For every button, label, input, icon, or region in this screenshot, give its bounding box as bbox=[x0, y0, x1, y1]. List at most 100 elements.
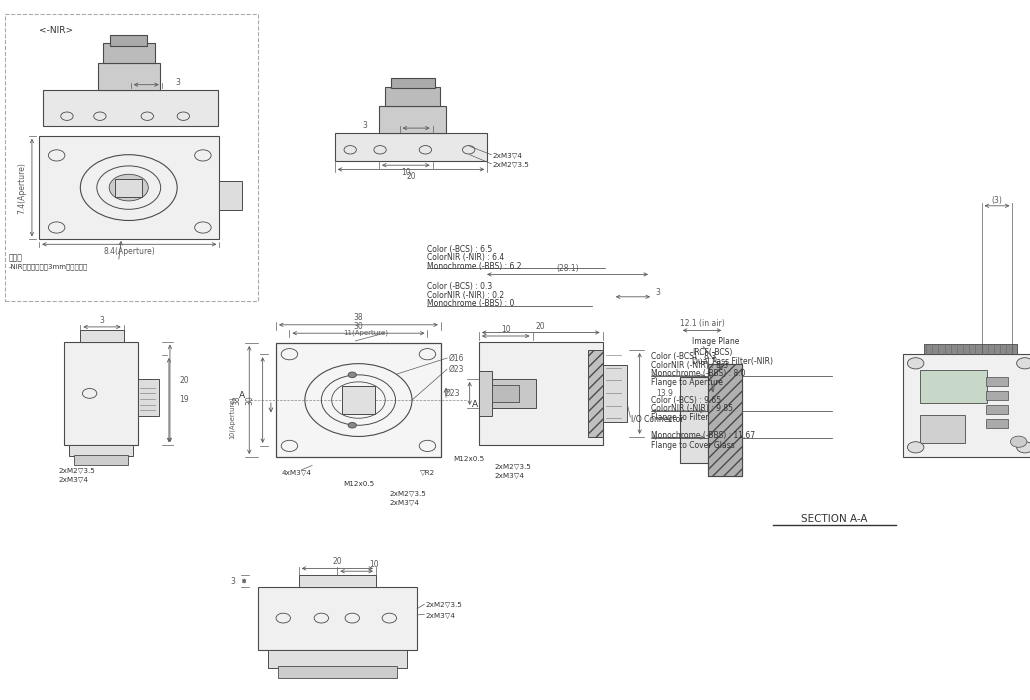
Text: 2xM3▽4: 2xM3▽4 bbox=[494, 473, 524, 478]
Text: Ø16: Ø16 bbox=[449, 354, 465, 363]
Bar bbox=[986, 377, 1008, 386]
Text: 38: 38 bbox=[353, 314, 364, 322]
Bar bbox=[335, 133, 487, 161]
Text: <-NIR>: <-NIR> bbox=[39, 26, 73, 34]
Bar bbox=[708, 364, 742, 476]
Bar bbox=[588, 350, 603, 437]
Text: Flange to Aperture: Flange to Aperture bbox=[651, 379, 723, 387]
Text: 19: 19 bbox=[179, 395, 188, 404]
Text: ColorNIR (-NIR) : 9.85: ColorNIR (-NIR) : 9.85 bbox=[651, 405, 733, 413]
Text: 7.4(Aperture): 7.4(Aperture) bbox=[18, 162, 26, 214]
Text: Dual Pass Filter(-NIR): Dual Pass Filter(-NIR) bbox=[692, 358, 774, 366]
Text: ColorNIR (-NIR) : 0.2: ColorNIR (-NIR) : 0.2 bbox=[427, 291, 505, 300]
Text: 2xM2▽3.5: 2xM2▽3.5 bbox=[59, 468, 96, 473]
Circle shape bbox=[1010, 436, 1027, 447]
Text: 20: 20 bbox=[179, 377, 188, 386]
Text: 3: 3 bbox=[655, 288, 660, 297]
Bar bbox=[680, 377, 708, 463]
Bar bbox=[80, 330, 124, 342]
Text: Ø23: Ø23 bbox=[444, 389, 460, 398]
Text: Color (-BCS) : 8.3: Color (-BCS) : 8.3 bbox=[651, 353, 716, 361]
Text: Monochrome (-BBS) : 6.2: Monochrome (-BBS) : 6.2 bbox=[427, 262, 522, 270]
Bar bbox=[219, 181, 242, 210]
Text: (28.1): (28.1) bbox=[556, 264, 579, 272]
Text: Flange to Cover Glass: Flange to Cover Glass bbox=[651, 442, 734, 450]
Text: 20: 20 bbox=[536, 322, 546, 330]
Bar bbox=[43, 90, 218, 126]
Bar bbox=[299, 575, 376, 587]
Text: 20: 20 bbox=[406, 172, 416, 181]
Text: SECTION A-A: SECTION A-A bbox=[801, 514, 867, 524]
Text: Monochrome (-BBS) : 11.67: Monochrome (-BBS) : 11.67 bbox=[651, 431, 755, 440]
Bar bbox=[268, 650, 407, 668]
Bar bbox=[391, 78, 435, 88]
Bar bbox=[986, 405, 1008, 414]
Bar bbox=[64, 342, 138, 445]
Text: Color (-BCS) : 9.65: Color (-BCS) : 9.65 bbox=[651, 396, 721, 405]
Text: ColorNIR (-NIR) : 6.4: ColorNIR (-NIR) : 6.4 bbox=[427, 253, 505, 262]
Circle shape bbox=[348, 372, 356, 378]
Text: 30: 30 bbox=[353, 323, 364, 331]
Text: A: A bbox=[239, 391, 245, 400]
Text: Monochrome (-BBS) : 8.0: Monochrome (-BBS) : 8.0 bbox=[651, 370, 746, 378]
Text: 2xM2▽3.5: 2xM2▽3.5 bbox=[492, 162, 529, 167]
Bar bbox=[379, 106, 446, 133]
Bar bbox=[278, 666, 397, 678]
Text: ColorNIR (-NIR) : 8.3: ColorNIR (-NIR) : 8.3 bbox=[651, 361, 728, 370]
Text: 10: 10 bbox=[401, 168, 411, 176]
Text: 10: 10 bbox=[501, 325, 511, 333]
Bar bbox=[903, 354, 1030, 457]
Bar bbox=[258, 587, 417, 650]
Text: 2xM3▽4: 2xM3▽4 bbox=[425, 612, 455, 618]
Bar bbox=[986, 391, 1008, 400]
Text: I/O Connector: I/O Connector bbox=[631, 415, 684, 424]
Text: 20: 20 bbox=[333, 557, 342, 566]
Bar bbox=[5, 14, 258, 301]
Circle shape bbox=[1017, 442, 1030, 453]
Text: 12.1 (in air): 12.1 (in air) bbox=[680, 319, 724, 328]
Bar bbox=[920, 370, 987, 403]
Text: ▽R2: ▽R2 bbox=[420, 470, 436, 475]
Text: Flange to Filter: Flange to Filter bbox=[651, 414, 709, 422]
Bar bbox=[986, 419, 1008, 428]
Text: 2xM3▽4: 2xM3▽4 bbox=[389, 499, 419, 505]
Bar bbox=[98, 63, 160, 90]
Text: M12x0.5: M12x0.5 bbox=[343, 481, 374, 486]
Text: 3: 3 bbox=[175, 78, 180, 87]
Bar bbox=[479, 342, 603, 445]
Text: （注）: （注） bbox=[8, 253, 22, 262]
Bar bbox=[479, 370, 492, 416]
Text: M12x0.5: M12x0.5 bbox=[453, 456, 484, 462]
Bar bbox=[39, 136, 219, 239]
Text: 2xM3▽4: 2xM3▽4 bbox=[59, 477, 89, 482]
Text: Color (-BCS) : 0.3: Color (-BCS) : 0.3 bbox=[427, 283, 492, 291]
Bar bbox=[74, 455, 128, 465]
Bar bbox=[385, 88, 440, 106]
Text: Monochrome (-BBS) : 0: Monochrome (-BBS) : 0 bbox=[427, 300, 515, 308]
Circle shape bbox=[907, 442, 924, 453]
Text: 3: 3 bbox=[100, 316, 104, 325]
Text: 2xM3▽4: 2xM3▽4 bbox=[492, 153, 522, 158]
Text: -NIRは識別形状が3mmオフセット: -NIRは識別形状が3mmオフセット bbox=[8, 263, 88, 270]
Bar bbox=[924, 344, 1017, 354]
Bar bbox=[103, 43, 154, 63]
Bar bbox=[115, 178, 142, 197]
Text: IRCF(-BCS): IRCF(-BCS) bbox=[692, 349, 732, 357]
Text: 8.4(Aperture): 8.4(Aperture) bbox=[104, 247, 156, 256]
Bar bbox=[920, 414, 965, 442]
Text: 10(Aperture): 10(Aperture) bbox=[229, 395, 235, 438]
Bar bbox=[492, 379, 536, 408]
Text: 2xM2▽3.5: 2xM2▽3.5 bbox=[494, 463, 531, 469]
Circle shape bbox=[348, 422, 356, 428]
Text: 2xM2▽3.5: 2xM2▽3.5 bbox=[425, 601, 462, 607]
Text: 2xM2▽3.5: 2xM2▽3.5 bbox=[389, 491, 426, 496]
Text: 3: 3 bbox=[230, 577, 235, 585]
Bar bbox=[138, 379, 159, 416]
Circle shape bbox=[109, 174, 148, 201]
Text: 38: 38 bbox=[233, 395, 241, 405]
Bar bbox=[110, 35, 147, 46]
Text: 13.9: 13.9 bbox=[656, 389, 673, 398]
Bar bbox=[276, 343, 441, 457]
Text: 4xM3▽4: 4xM3▽4 bbox=[281, 470, 311, 475]
Circle shape bbox=[907, 358, 924, 369]
